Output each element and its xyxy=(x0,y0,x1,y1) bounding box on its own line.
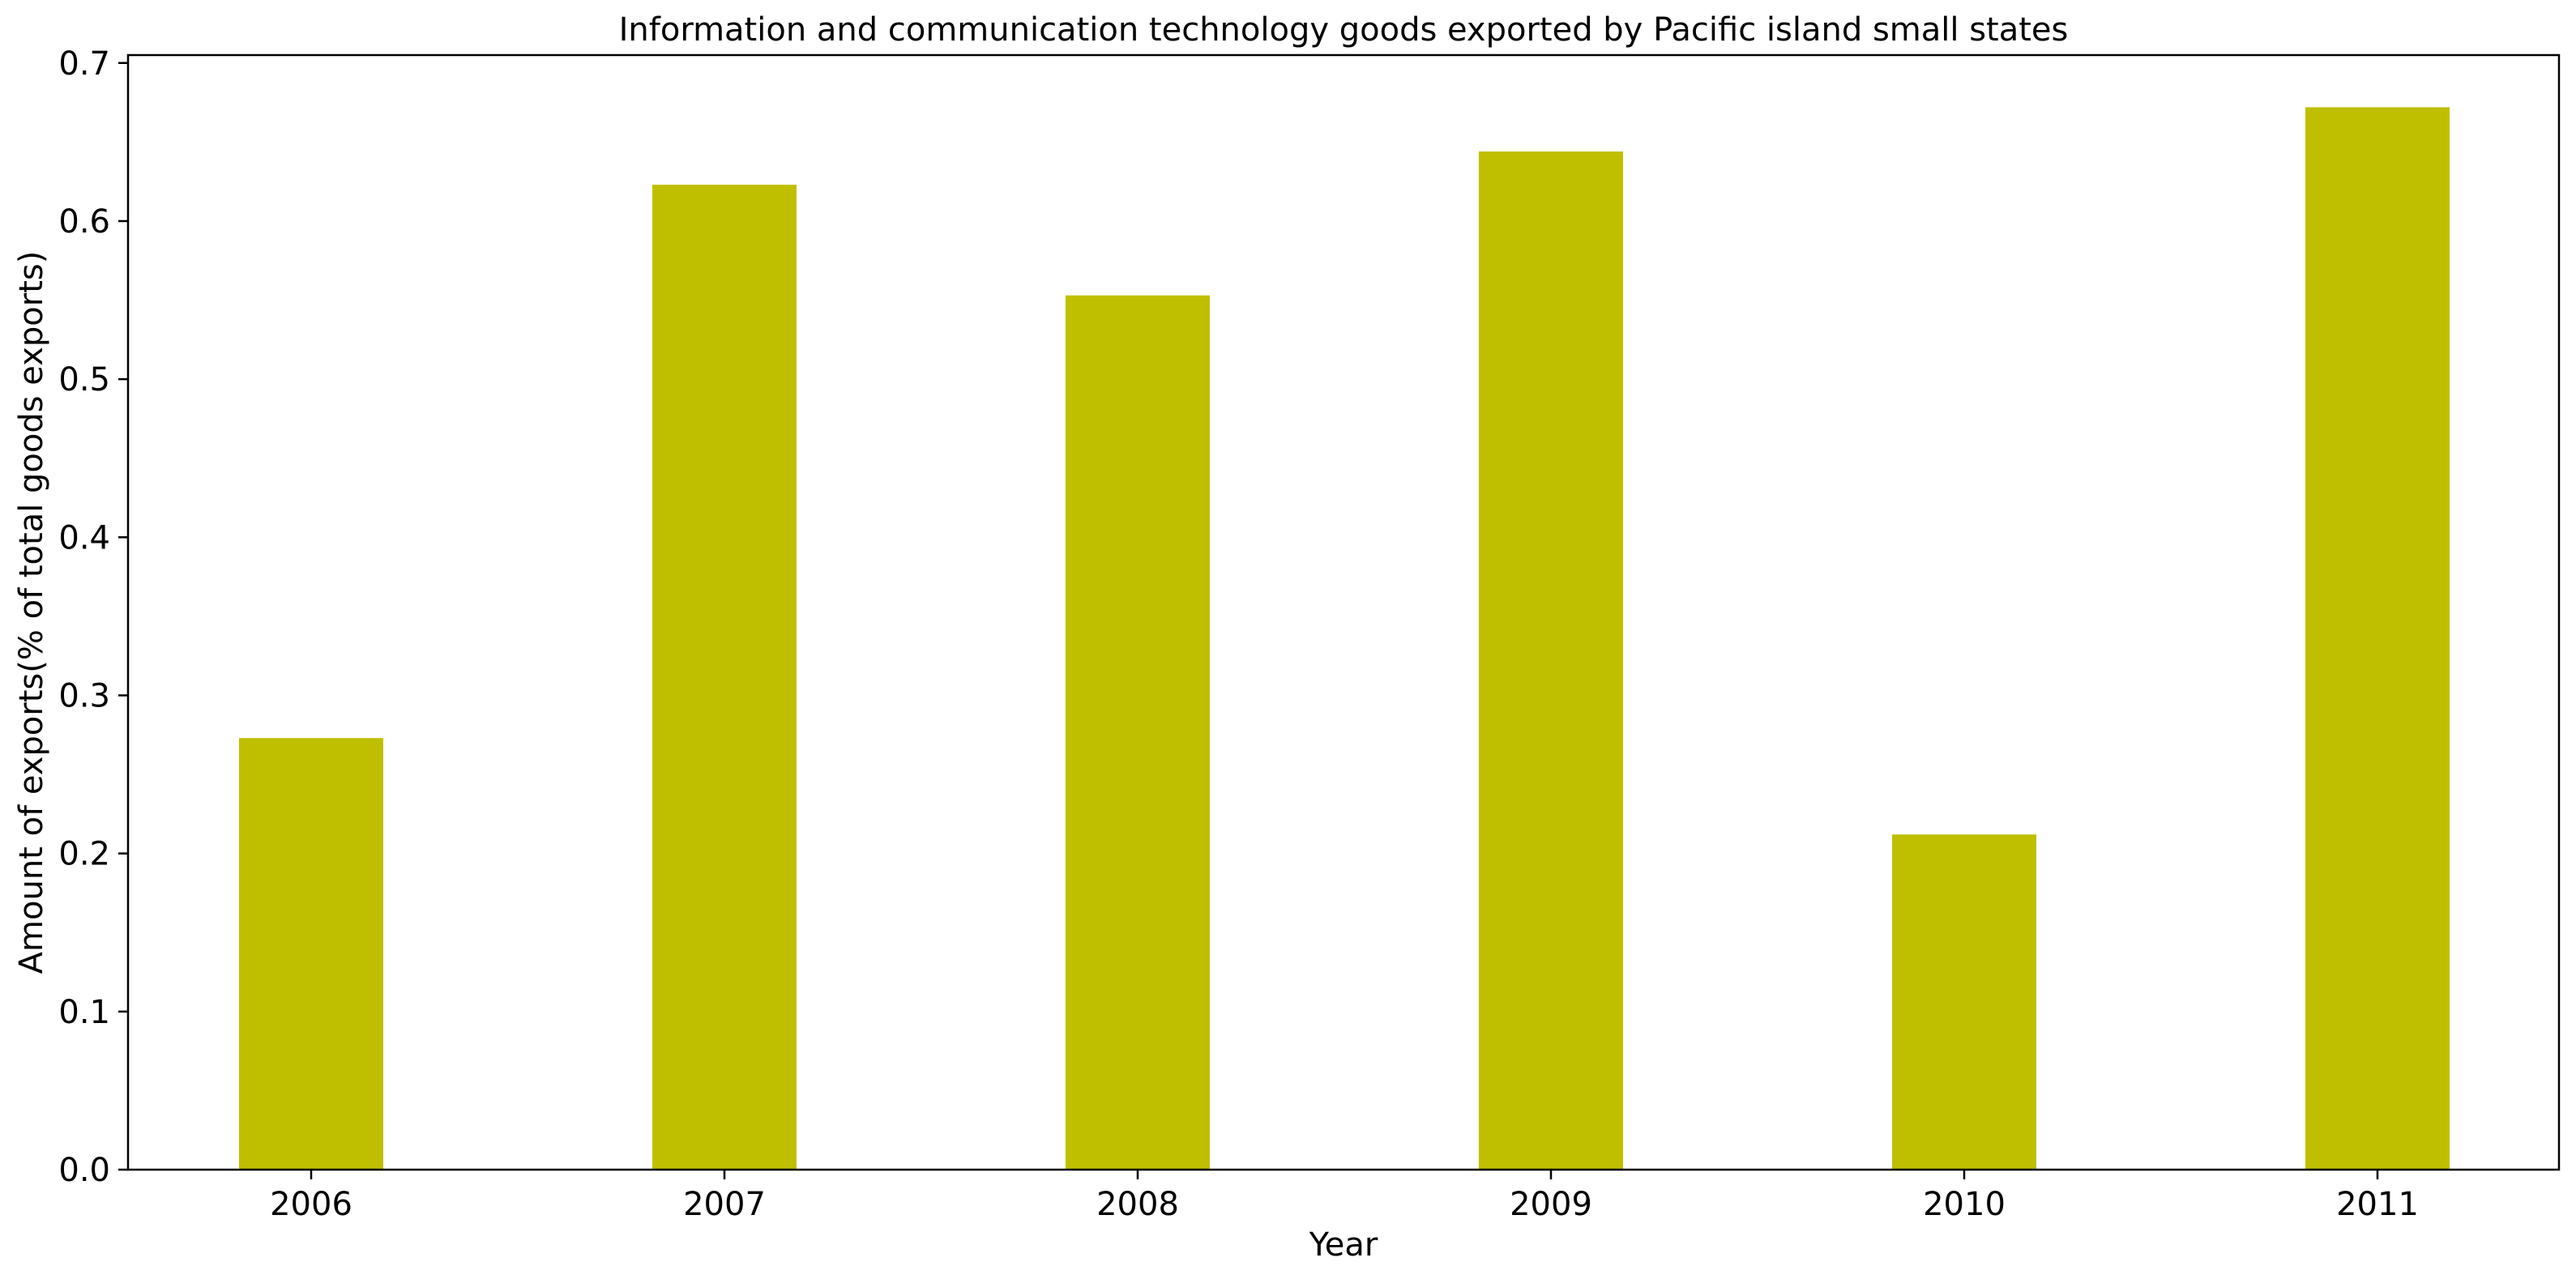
bar-2007 xyxy=(652,185,797,1170)
bars-layer xyxy=(239,107,2450,1170)
y-axis: 0.0 0.1 0.2 0.3 0.4 0.5 0.6 0.7 xyxy=(58,45,128,1189)
y-axis-label: Amount of exports(% of total goods expor… xyxy=(13,251,50,974)
y-tick-label: 0.2 xyxy=(58,836,110,873)
y-tick-label: 0.5 xyxy=(58,361,110,399)
chart-title: Information and communication technology… xyxy=(619,11,2069,49)
x-tick-label: 2006 xyxy=(270,1186,352,1223)
bar-2006 xyxy=(239,738,383,1170)
y-tick-label: 0.3 xyxy=(58,677,110,714)
bar-2011 xyxy=(2305,107,2450,1170)
x-tick-label: 2011 xyxy=(2336,1186,2419,1223)
x-tick-label: 2009 xyxy=(1510,1186,1592,1223)
bar-2010 xyxy=(1892,834,2036,1170)
y-tick-label: 0.7 xyxy=(58,45,110,83)
x-tick-label: 2010 xyxy=(1923,1186,2006,1223)
x-tick-label: 2007 xyxy=(683,1186,766,1223)
y-tick-label: 0.6 xyxy=(58,203,110,241)
x-axis: 2006 2007 2008 2009 2010 2011 xyxy=(270,1170,2419,1223)
plot-frame xyxy=(126,53,2561,1171)
y-tick-label: 0.0 xyxy=(58,1152,110,1189)
y-tick-label: 0.4 xyxy=(58,519,110,556)
bar-2008 xyxy=(1066,295,1210,1170)
x-axis-label: Year xyxy=(1309,1226,1378,1264)
bar-2009 xyxy=(1479,151,1623,1170)
x-tick-label: 2008 xyxy=(1096,1186,1179,1223)
y-tick-label: 0.1 xyxy=(58,994,110,1031)
